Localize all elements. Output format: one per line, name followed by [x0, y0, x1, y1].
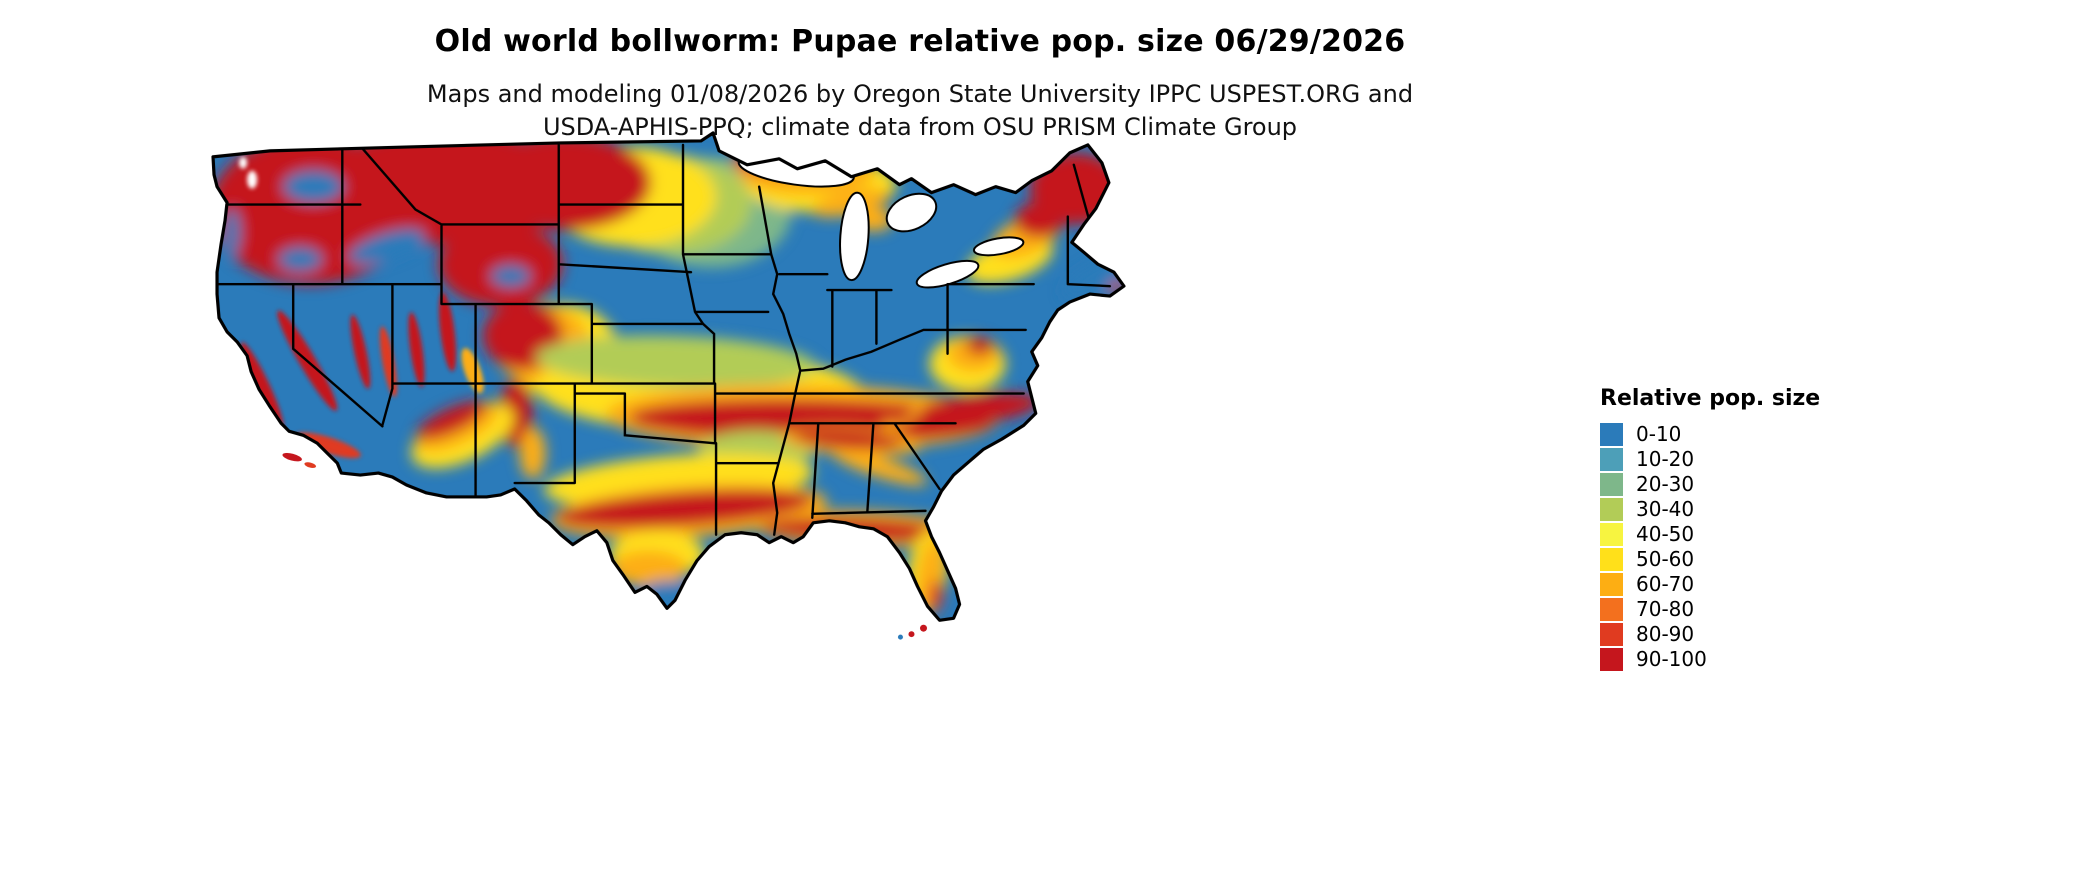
legend-rows: 0-10 10-20 20-30 30-40 40-50 50-60 60-70 70-80 8…	[1600, 422, 1820, 672]
legend-row: 90-100	[1600, 647, 1820, 672]
map-subtitle: Maps and modeling 01/08/2026 by Oregon S…	[0, 78, 1840, 144]
legend-label: 20-30	[1636, 472, 1695, 496]
legend-row: 10-20	[1600, 447, 1820, 472]
legend-row: 50-60	[1600, 547, 1820, 572]
legend-swatch-10-20	[1600, 448, 1623, 471]
state-borders	[216, 143, 1112, 536]
us-map-svg	[211, 131, 1126, 640]
legend-swatch-30-40	[1600, 498, 1623, 521]
legend-label: 30-40	[1636, 497, 1695, 521]
legend-label: 70-80	[1636, 597, 1695, 621]
legend-swatch-80-90	[1600, 623, 1623, 646]
legend-row: 30-40	[1600, 497, 1820, 522]
legend-swatch-40-50	[1600, 523, 1623, 546]
legend-row: 60-70	[1600, 572, 1820, 597]
legend-row: 0-10	[1600, 422, 1820, 447]
legend-label: 80-90	[1636, 622, 1695, 646]
legend-swatch-70-80	[1600, 598, 1623, 621]
us-population-map	[210, 125, 1172, 662]
lake-huron	[885, 192, 938, 233]
legend-row: 80-90	[1600, 622, 1820, 647]
lake-ontario	[972, 236, 1025, 257]
population-raster	[213, 132, 1124, 614]
lake-michigan	[839, 191, 870, 282]
legend-label: 60-70	[1636, 572, 1695, 596]
florida-keys	[897, 624, 927, 640]
subtitle-line-2: USDA-APHIS-PPQ; climate data from OSU PR…	[542, 113, 1298, 141]
legend-label: 90-100	[1636, 647, 1707, 671]
legend-row: 70-80	[1600, 597, 1820, 622]
legend-row: 40-50	[1600, 522, 1820, 547]
channel-islands	[282, 452, 317, 468]
legend-row: 20-30	[1600, 472, 1820, 497]
legend-swatch-50-60	[1600, 548, 1623, 571]
legend-label: 40-50	[1636, 522, 1695, 546]
legend-swatch-60-70	[1600, 573, 1623, 596]
legend-label: 0-10	[1636, 422, 1682, 446]
map-title: Old world bollworm: Pupae relative pop. …	[434, 24, 1406, 59]
legend: Relative pop. size 0-10 10-20 20-30 30-40 40…	[1600, 386, 1820, 672]
legend-label: 10-20	[1636, 447, 1695, 471]
legend-swatch-20-30	[1600, 473, 1623, 496]
legend-swatch-90-100	[1600, 648, 1623, 671]
subtitle-line-1: Maps and modeling 01/08/2026 by Oregon S…	[426, 80, 1414, 108]
legend-swatch-0-10	[1600, 423, 1623, 446]
legend-title: Relative pop. size	[1600, 386, 1821, 411]
legend-label: 50-60	[1636, 547, 1695, 571]
